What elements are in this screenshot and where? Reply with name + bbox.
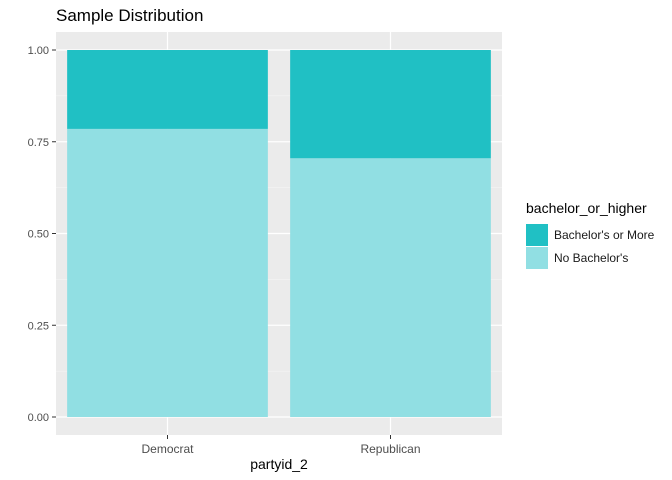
y-tick-label: 0.75	[28, 137, 49, 149]
legend-item-bachelors-or-more: Bachelor's or More	[526, 223, 654, 246]
x-axis-label: partyid_2	[250, 456, 308, 472]
legend-swatch-bachelors-or-more	[526, 223, 548, 246]
bar-republican-bachelors-or-more	[290, 50, 491, 159]
legend-swatch-no-bachelors	[526, 246, 548, 269]
bar-democrat-no-bachelors	[67, 128, 268, 417]
legend: bachelor_or_higher Bachelor's or More No…	[526, 200, 654, 269]
y-tick-label: 0.25	[28, 320, 49, 332]
legend-title: bachelor_or_higher	[526, 200, 647, 216]
x-tick-label: Republican	[360, 442, 420, 456]
legend-label-no-bachelors: No Bachelor's	[554, 250, 629, 265]
bar-republican-no-bachelors	[290, 158, 491, 417]
bar-democrat-bachelors-or-more	[67, 50, 268, 129]
legend-label-bachelors-or-more: Bachelor's or More	[554, 227, 655, 242]
chart-title: Sample Distribution	[56, 6, 204, 25]
legend-item-no-bachelors: No Bachelor's	[526, 246, 654, 269]
y-tick-label: 0.00	[28, 412, 49, 424]
x-tick-label: Democrat	[141, 442, 194, 456]
y-tick-label: 0.50	[28, 229, 49, 241]
y-tick-label: 1.00	[28, 45, 49, 57]
